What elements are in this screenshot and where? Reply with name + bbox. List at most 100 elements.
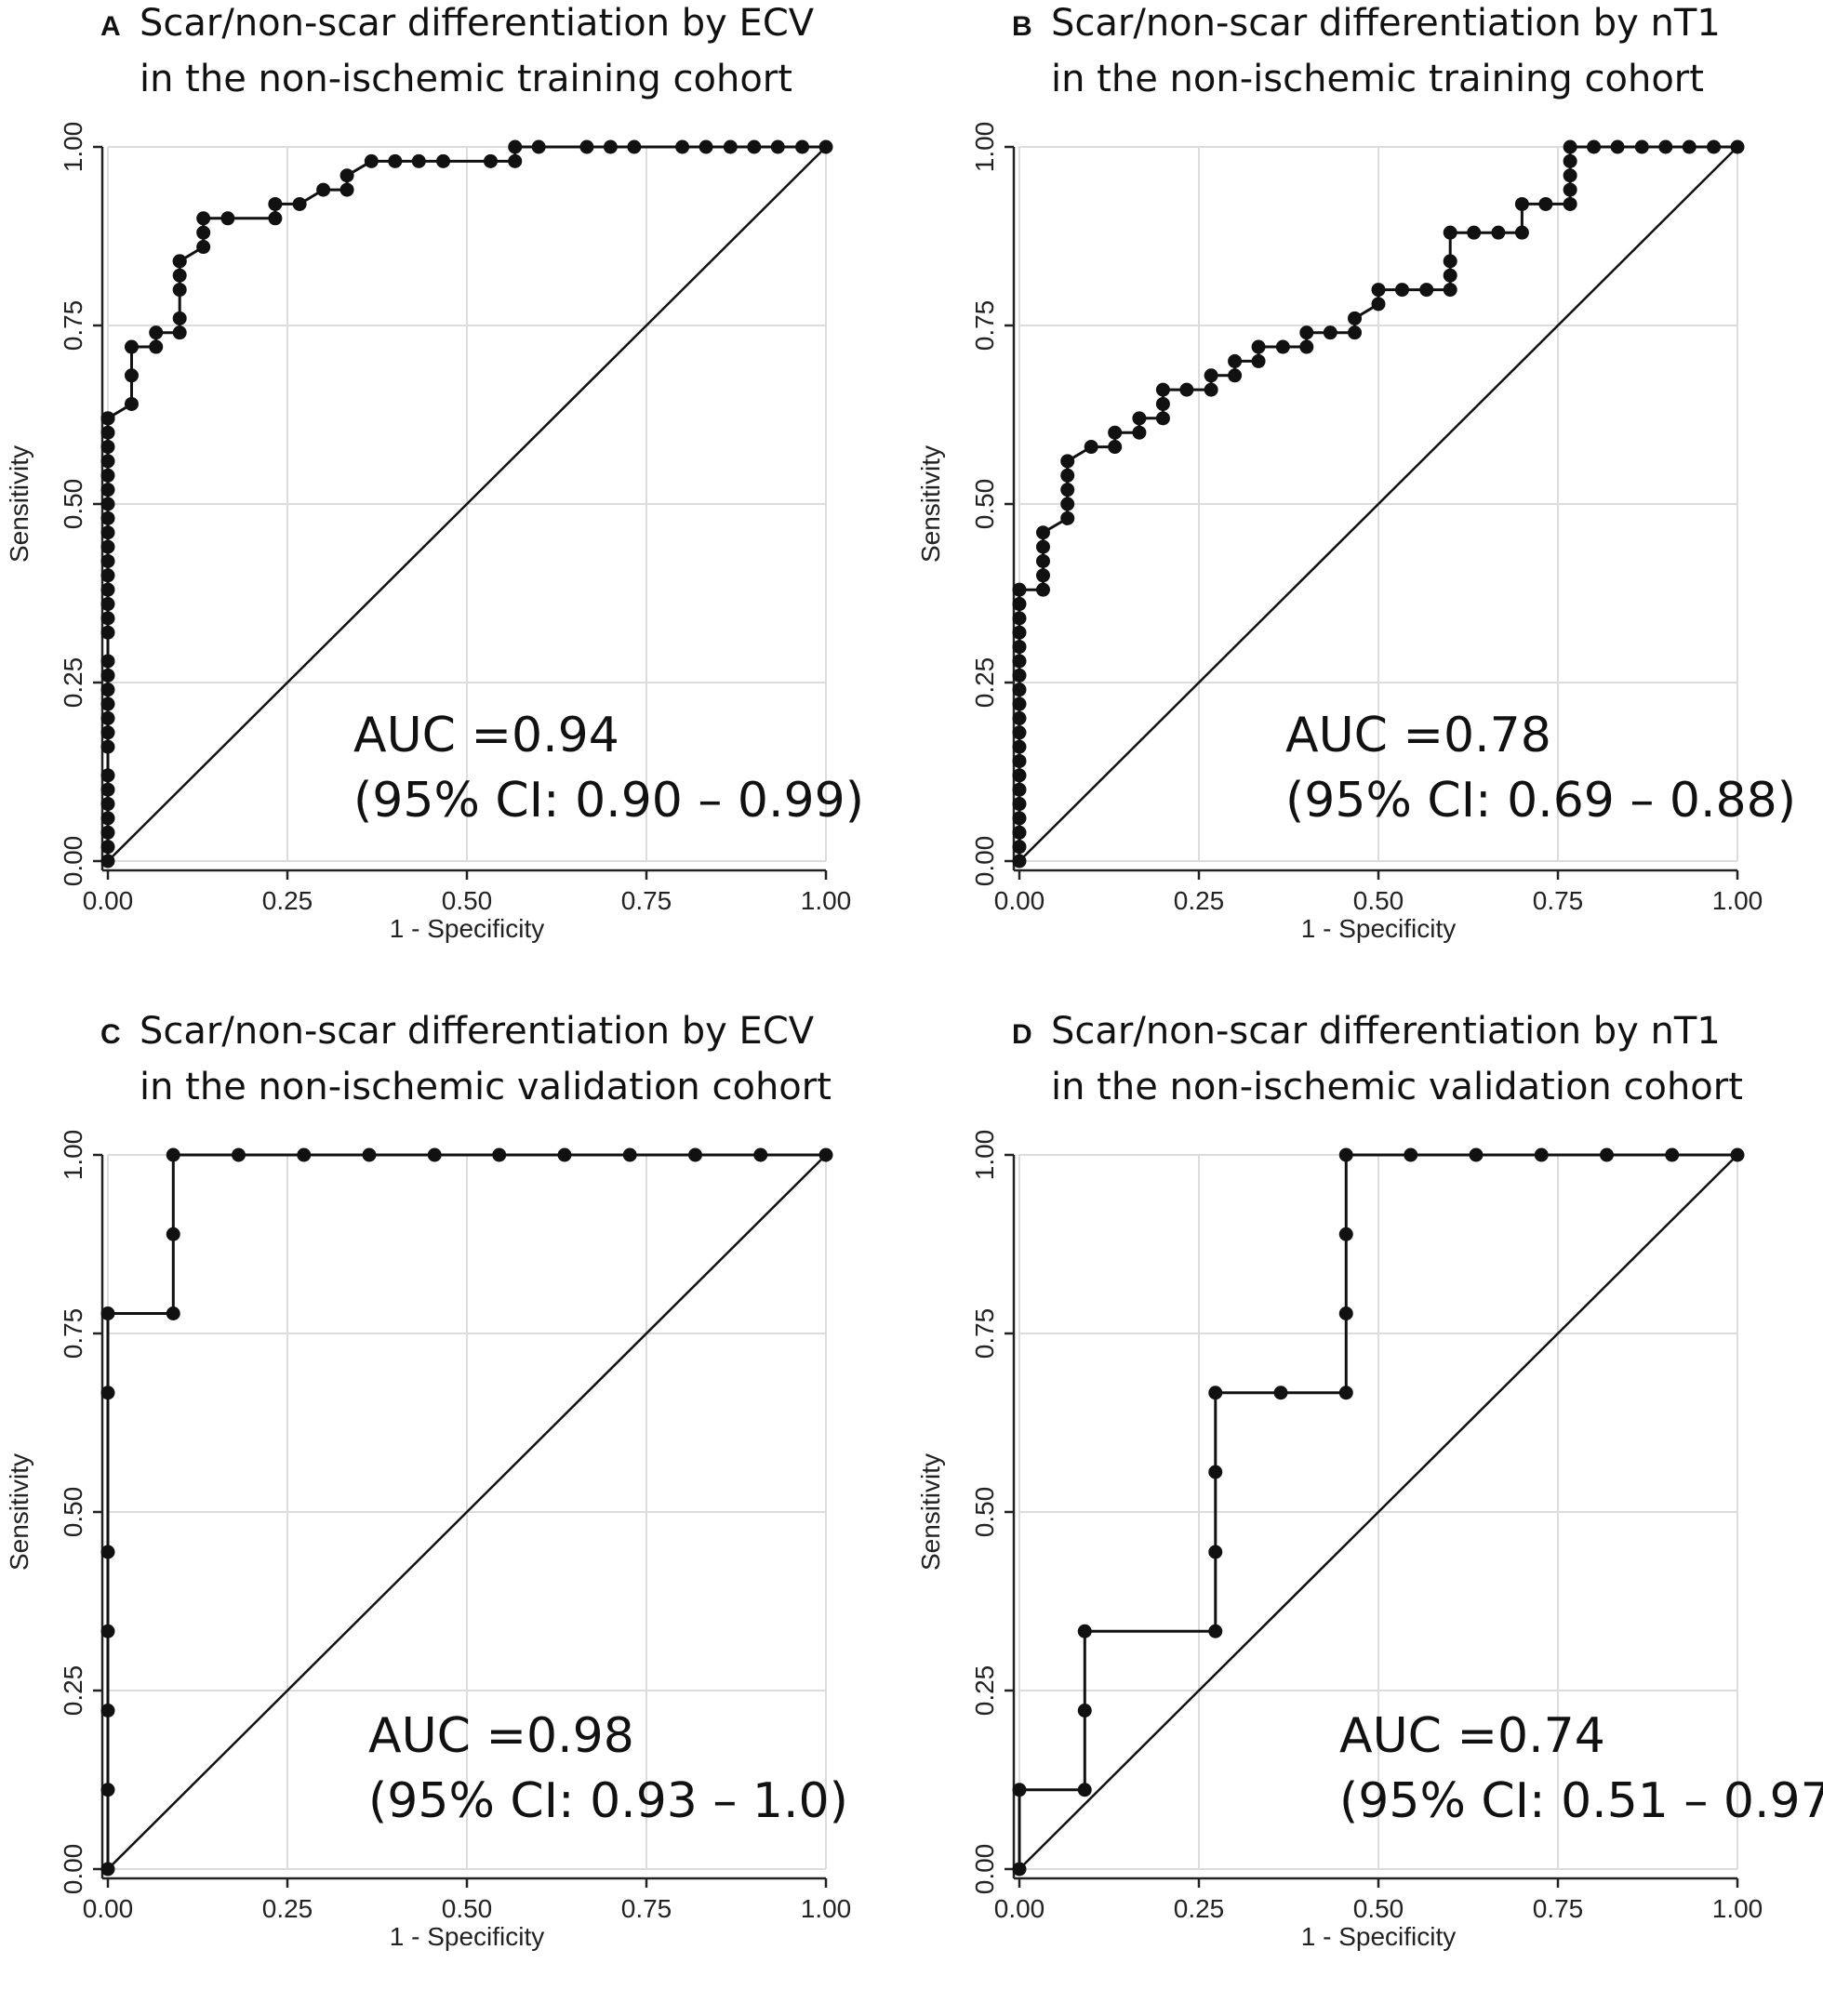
roc-point xyxy=(100,568,115,583)
auc-ci: (95% CI: 0.51 – 0.97) xyxy=(1339,1773,1823,1829)
auc-ci: (95% CI: 0.69 – 0.88) xyxy=(1285,773,1796,829)
auc-ci: (95% CI: 0.90 – 0.99) xyxy=(353,773,864,829)
roc-point xyxy=(172,268,187,283)
y-tick-label: 0.00 xyxy=(59,836,87,887)
roc-point xyxy=(1035,525,1050,540)
roc-point xyxy=(1084,440,1098,455)
roc-point xyxy=(196,225,211,240)
roc-chart-b: B Scar/non-scar differentiation by nT1 in … xyxy=(916,2,1796,943)
roc-point xyxy=(1012,654,1027,669)
roc-point xyxy=(1599,1147,1614,1162)
roc-point xyxy=(1404,1147,1418,1162)
chart-title-line2: in the non-ischemic training cohort xyxy=(140,58,792,100)
roc-chart-c: C Scar/non-scar differentiation by ECV in … xyxy=(5,1010,851,1951)
reference-diagonal xyxy=(1018,1154,1738,1870)
roc-point xyxy=(172,311,187,325)
reference-diagonal xyxy=(107,1154,827,1870)
roc-point xyxy=(1371,297,1386,312)
roc-point xyxy=(100,1306,115,1320)
y-tick-label: 1.00 xyxy=(970,122,999,173)
roc-point xyxy=(149,325,164,340)
roc-point xyxy=(1012,696,1027,711)
roc-point xyxy=(1012,640,1027,655)
roc-point xyxy=(1012,710,1027,725)
roc-point xyxy=(1132,411,1147,426)
roc-point xyxy=(1208,1465,1223,1479)
y-tick-label: 0.75 xyxy=(59,300,87,351)
roc-point xyxy=(1012,683,1027,697)
panel-b: B Scar/non-scar differentiation by nT1 in … xyxy=(912,0,1823,1008)
roc-point xyxy=(100,854,115,869)
roc-point xyxy=(1060,497,1075,511)
roc-point xyxy=(1563,139,1577,154)
roc-point xyxy=(362,1147,377,1162)
roc-point xyxy=(124,339,139,354)
roc-point xyxy=(557,1147,572,1162)
roc-point xyxy=(1299,325,1314,340)
roc-point xyxy=(675,139,690,154)
x-tick-label: 0.00 xyxy=(83,1894,134,1923)
roc-point xyxy=(166,1147,180,1162)
roc-point xyxy=(100,1386,115,1400)
roc-point xyxy=(100,668,115,683)
roc-point xyxy=(1060,468,1075,483)
roc-point xyxy=(603,139,618,154)
roc-point xyxy=(1132,425,1147,440)
x-tick-label: 0.25 xyxy=(262,886,313,915)
roc-curve-line xyxy=(1018,1153,1737,1869)
roc-point xyxy=(1012,811,1027,826)
roc-point xyxy=(1443,254,1457,269)
roc-point xyxy=(508,139,523,154)
roc-point xyxy=(100,1862,115,1877)
roc-point xyxy=(1443,225,1457,240)
chart-title-line2: in the non-ischemic validation cohort xyxy=(140,1066,832,1108)
roc-point xyxy=(1108,425,1123,440)
chart-title-line1: Scar/non-scar differentiation by nT1 xyxy=(1051,1010,1721,1053)
roc-point xyxy=(436,153,451,168)
roc-point xyxy=(1204,382,1218,397)
x-tick-label: 0.75 xyxy=(621,886,672,915)
roc-point xyxy=(100,497,115,511)
roc-point xyxy=(1060,483,1075,497)
roc-point xyxy=(1587,139,1602,154)
roc-point xyxy=(1204,368,1218,383)
roc-point xyxy=(166,1306,180,1320)
roc-chart-d: D Scar/non-scar differentiation by nT1 in … xyxy=(916,1010,1823,1951)
roc-curve-line xyxy=(106,1153,826,1869)
y-tick-label: 0.50 xyxy=(970,479,999,530)
chart-title-line2: in the non-ischemic training cohort xyxy=(1051,58,1704,100)
roc-point xyxy=(196,211,211,226)
auc-value: AUC =0.94 xyxy=(353,708,619,763)
roc-point xyxy=(1012,797,1027,812)
y-tick-label: 0.25 xyxy=(59,657,87,709)
roc-point xyxy=(1060,454,1075,469)
roc-point xyxy=(292,196,307,211)
roc-point xyxy=(1012,840,1027,855)
roc-point xyxy=(723,139,738,154)
roc-point xyxy=(100,440,115,455)
chart-letter: A xyxy=(100,11,121,42)
y-tick-label: 0.00 xyxy=(59,1844,87,1895)
roc-point xyxy=(1012,782,1027,797)
roc-point xyxy=(268,211,283,226)
roc-point xyxy=(699,139,713,154)
auc-value: AUC =0.74 xyxy=(1339,1708,1605,1764)
auc-ci: (95% CI: 0.93 – 1.0) xyxy=(368,1773,848,1829)
x-tick-label: 0.25 xyxy=(262,1894,313,1923)
roc-point xyxy=(100,811,115,826)
roc-point xyxy=(1514,196,1529,211)
roc-point xyxy=(100,782,115,797)
roc-point xyxy=(172,283,187,298)
x-tick-label: 0.25 xyxy=(1174,1894,1225,1923)
roc-point xyxy=(100,425,115,440)
roc-point xyxy=(1228,368,1243,383)
roc-point xyxy=(364,153,379,168)
y-tick-label: 0.75 xyxy=(970,1308,999,1359)
roc-point xyxy=(1060,511,1075,525)
panel-c: C Scar/non-scar differentiation by ECV in … xyxy=(0,1008,912,2016)
roc-point xyxy=(1012,739,1027,754)
x-tick-label: 0.75 xyxy=(621,1894,672,1923)
roc-point xyxy=(100,553,115,568)
roc-point xyxy=(166,1227,180,1241)
roc-point xyxy=(1563,153,1577,168)
